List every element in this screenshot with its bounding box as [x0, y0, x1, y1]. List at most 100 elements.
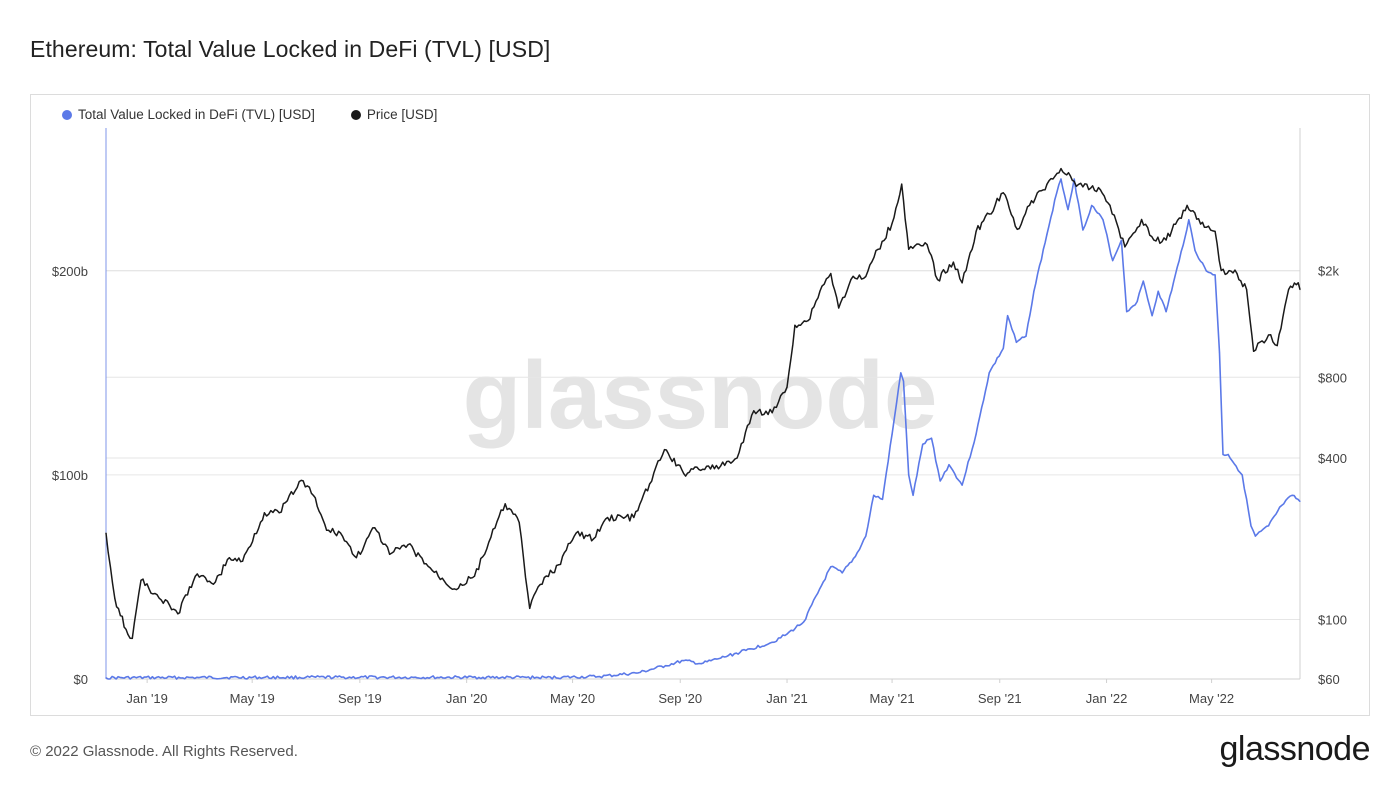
tvl-point-43: [1060, 178, 1062, 180]
price-point-59: [1002, 192, 1004, 194]
price-point-58: [988, 213, 990, 215]
y-right-tick-label-2: $400: [1318, 451, 1347, 466]
price-point-23: [473, 575, 476, 577]
tvl-point-18: [841, 572, 843, 574]
x-tick-label-1: May '19: [230, 691, 275, 706]
price-point-30: [592, 538, 595, 540]
price-point-54: [936, 279, 939, 281]
price-point-61: [1028, 204, 1031, 206]
tvl-point-41: [1046, 233, 1048, 235]
price-point-27: [539, 583, 541, 586]
tvl-point-3: [412, 676, 414, 678]
price-point-17: [355, 557, 357, 559]
legend-item-price[interactable]: Price [USD]: [350, 107, 438, 122]
legend-label-price: Price [USD]: [366, 107, 438, 122]
price-point-71: [1165, 239, 1167, 241]
tvl-point-14: [786, 633, 788, 635]
price-point-73: [1205, 226, 1207, 228]
tvl-point-66: [1250, 525, 1252, 527]
tvl-point-0: [105, 677, 107, 679]
tvl-point-51: [1126, 311, 1128, 313]
price-point-20: [407, 544, 409, 546]
tvl-point-54: [1151, 315, 1153, 317]
series-line-tvl: [105, 178, 1301, 680]
price-point-48: [865, 275, 867, 278]
y-right-tick-label-1: $100: [1318, 612, 1347, 627]
price-point-42: [794, 324, 796, 326]
tvl-point-2: [304, 676, 307, 678]
x-tick-label-6: Jan '21: [766, 691, 808, 706]
tvl-point-69: [1281, 504, 1283, 507]
price-point-13: [300, 479, 302, 482]
y-right-tick-label-0: $60: [1318, 672, 1340, 687]
price-point-64: [1073, 180, 1075, 182]
tvl-point-58: [1188, 219, 1190, 221]
tvl-point-44: [1067, 209, 1069, 211]
tvl-point-64: [1227, 453, 1229, 456]
series-line-price: [105, 167, 1301, 640]
y-right-tick-label-3: $800: [1318, 370, 1347, 385]
tvl-point-13: [771, 641, 773, 643]
price-point-1: [114, 597, 116, 599]
price-point-49: [877, 248, 879, 250]
price-point-37: [713, 468, 715, 470]
price-point-12: [278, 512, 280, 514]
price-point-22: [453, 588, 455, 590]
tvl-point-42: [1056, 192, 1058, 194]
price-point-34: [663, 448, 666, 451]
price-point-80: [1276, 345, 1278, 347]
tvl-point-39: [1025, 335, 1027, 337]
tvl-point-4: [478, 676, 480, 678]
x-tick-label-3: Jan '20: [446, 691, 488, 706]
tvl-point-63: [1222, 453, 1224, 456]
tvl-point-67: [1254, 535, 1256, 537]
tvl-point-12: [745, 649, 747, 652]
legend-dot-tvl: [62, 109, 72, 120]
legend-item-tvl[interactable]: Total Value Locked in DeFi (TVL) [USD]: [62, 107, 315, 122]
x-tick-label-9: Jan '22: [1086, 691, 1128, 706]
x-tick-label-5: Sep '20: [658, 691, 702, 706]
price-point-62: [1046, 183, 1048, 185]
price-point-47: [850, 279, 852, 281]
tvl-point-8: [664, 665, 666, 667]
tvl-point-20: [865, 535, 867, 537]
price-point-53: [926, 243, 928, 246]
x-tick-label-2: Sep '19: [338, 691, 382, 706]
tvl-point-25: [900, 372, 902, 374]
tvl-point-68: [1267, 525, 1270, 527]
tvl-point-27: [908, 474, 910, 476]
tvl-point-62: [1218, 351, 1221, 354]
price-point-74: [1214, 230, 1216, 232]
tvl-point-60: [1205, 270, 1207, 272]
tvl-point-52: [1136, 300, 1138, 303]
tvl-point-47: [1091, 204, 1093, 207]
price-point-55: [952, 261, 954, 263]
price-point-28: [557, 564, 560, 566]
tvl-point-71: [1299, 500, 1301, 503]
price-point-35: [683, 472, 685, 475]
tvl-point-19: [854, 555, 856, 558]
price-point-63: [1060, 167, 1062, 170]
price-point-83: [1299, 288, 1301, 291]
tvl-point-38: [1015, 341, 1017, 343]
tvl-point-53: [1142, 280, 1144, 282]
tvl-point-33: [961, 484, 963, 486]
price-point-8: [214, 581, 217, 583]
tvl-point-16: [817, 592, 819, 594]
tvl-point-1: [198, 676, 200, 679]
tvl-point-45: [1073, 178, 1075, 180]
x-tick-label-7: May '21: [870, 691, 915, 706]
x-tick-label-4: May '20: [550, 691, 595, 706]
tvl-point-70: [1291, 494, 1293, 496]
price-point-14: [312, 494, 315, 497]
price-point-69: [1140, 218, 1143, 221]
price-point-82: [1297, 282, 1299, 284]
price-point-45: [830, 272, 832, 275]
tvl-point-17: [830, 566, 832, 568]
price-point-76: [1236, 272, 1238, 275]
tvl-point-65: [1241, 474, 1243, 476]
price-point-46: [838, 307, 840, 309]
price-point-56: [961, 282, 963, 284]
price-point-10: [241, 560, 244, 562]
tvl-point-7: [637, 672, 639, 674]
